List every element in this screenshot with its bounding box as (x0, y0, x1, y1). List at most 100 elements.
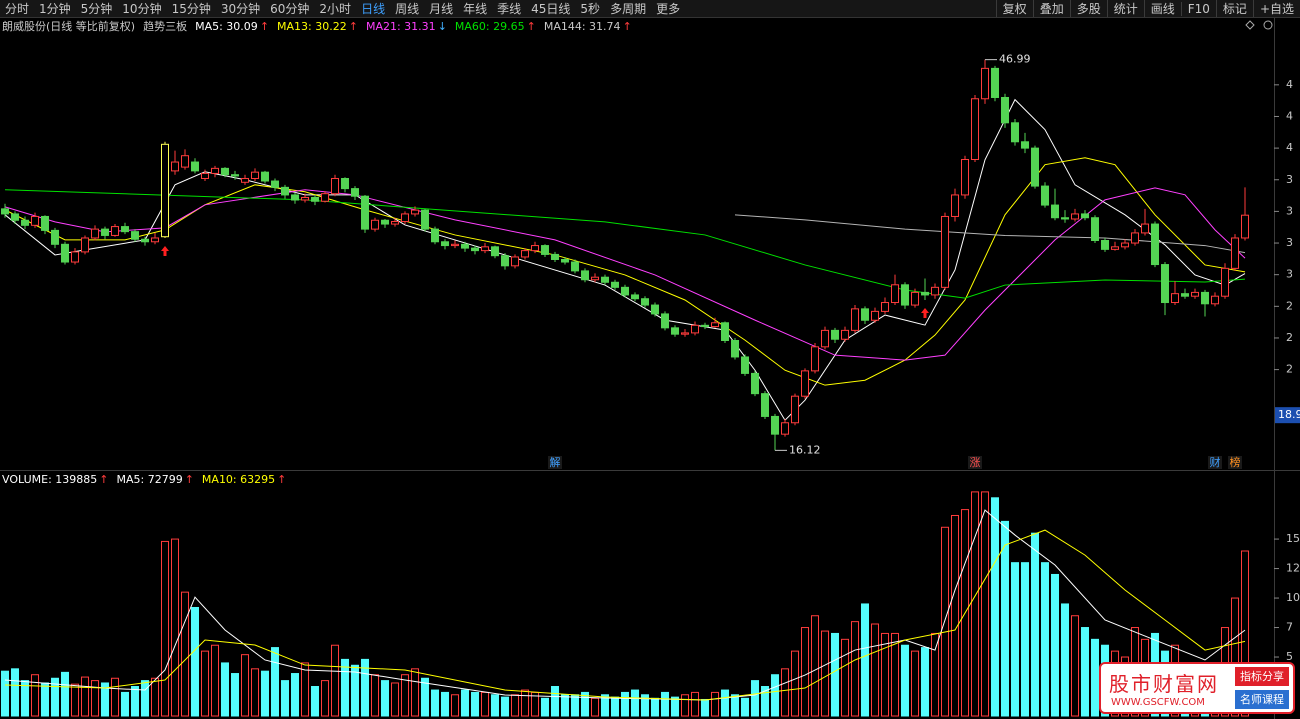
price-marker: 18.9 (1278, 408, 1300, 421)
price-legend: 朗威股份(日线 等比前复权) 趋势三板 MA5: 30.09 ↑ MA13: 30.… (2, 19, 640, 34)
volume-bar (761, 686, 769, 717)
period-tab[interactable]: 年线 (463, 2, 488, 16)
tool-button[interactable]: 叠加 (1032, 0, 1070, 17)
tool-button[interactable]: 标记 (1215, 0, 1253, 17)
period-tab[interactable]: 60分钟 (270, 2, 310, 16)
candle-body (631, 294, 639, 300)
volume-bar (501, 696, 509, 717)
period-tab[interactable]: 分时 (5, 2, 30, 16)
ma-line (734, 214, 1246, 254)
candle-body (271, 180, 279, 188)
volume-bar (571, 694, 579, 717)
event-marker: 财 (1210, 455, 1221, 469)
candle-body (951, 194, 959, 217)
period-tab[interactable]: 1分钟 (39, 2, 71, 16)
volume-bar (541, 697, 549, 717)
candle-body (141, 238, 149, 243)
volume-bar (431, 689, 439, 717)
tool-button[interactable]: 多股 (1069, 0, 1107, 17)
legend-arrow: ↑ (259, 19, 270, 33)
y-tick-label: 4 (1286, 141, 1293, 154)
y-tick-label: 12 (1286, 562, 1300, 575)
candle-body (531, 245, 539, 252)
toolbar: 分时 1分钟 5分钟 10分钟 15分钟 30分钟 60分钟 2小时 日线 周线 月线 年线 季线 45日… (0, 0, 1300, 18)
candle-body (641, 298, 649, 306)
candle-body (841, 329, 849, 340)
period-tab[interactable]: 30分钟 (220, 2, 261, 16)
candle-body (1081, 213, 1089, 219)
volume-bar (581, 691, 589, 717)
volume-bar (601, 694, 609, 717)
volume-bar (271, 647, 279, 717)
marker-box (968, 456, 982, 469)
y-tick-label: 2 (1286, 331, 1293, 344)
volume-bar (611, 696, 619, 717)
period-tab[interactable]: 45日线 (531, 2, 571, 16)
period-tab[interactable]: 5分钟 (80, 2, 113, 16)
tool-button[interactable]: 统计 (1106, 0, 1144, 17)
volume-bar (881, 632, 889, 717)
legend-arrow: ↑ (99, 472, 109, 486)
volume-bar (1091, 638, 1099, 717)
tool-button[interactable]: 复权 (995, 0, 1033, 17)
ma-line (4, 157, 1246, 386)
volume-bar (971, 491, 979, 717)
candle-body (391, 221, 399, 225)
volume-bar (1071, 615, 1079, 717)
y-tick-label: 2 (1286, 363, 1293, 376)
volume-bar (631, 689, 639, 717)
volume-bar (241, 654, 249, 717)
y-tick-label: 3 (1286, 236, 1293, 249)
period-tab[interactable]: 周线 (395, 2, 420, 16)
volume-bar (851, 621, 859, 717)
candle-body (1011, 122, 1019, 143)
candle-body (901, 284, 909, 306)
candle-body (1201, 291, 1209, 305)
period-tab[interactable]: 5秒 (580, 2, 601, 16)
candle-body (471, 247, 479, 252)
volume-bar (841, 638, 849, 717)
volume-bar (821, 630, 829, 717)
volume-bar (811, 615, 819, 717)
settings-icon[interactable] (1263, 20, 1273, 30)
volume-bar (1001, 520, 1009, 717)
candle-body (341, 177, 349, 190)
marker-box (548, 456, 562, 469)
candle-body (691, 324, 699, 334)
volume-bar (171, 538, 179, 717)
period-tab[interactable]: 10分钟 (122, 2, 162, 16)
volume-bar (101, 682, 109, 717)
diamond-icon[interactable] (1245, 20, 1255, 30)
candle-body (321, 193, 329, 202)
period-tab[interactable]: 季线 (497, 2, 522, 16)
candle-body (791, 395, 799, 424)
candle-body (1131, 232, 1139, 244)
candle-body (171, 161, 179, 172)
candle-body (1071, 213, 1079, 220)
tool-button[interactable]: F10 (1180, 1, 1216, 16)
period-tab[interactable]: 15分钟 (171, 2, 211, 16)
candle-body (371, 219, 379, 230)
stock-title: 朗威股份(日线 等比前复权) (2, 20, 136, 33)
period-tab[interactable]: 更多 (656, 2, 681, 16)
candle-body (261, 171, 269, 182)
volume-bar (161, 540, 169, 717)
candle-body (681, 332, 689, 335)
candle-body (591, 276, 599, 281)
volume-bar (351, 664, 359, 717)
legend-arrow: ↑ (184, 472, 194, 486)
period-tab[interactable]: 月线 (429, 2, 454, 16)
period-tab[interactable]: 多周期 (610, 2, 647, 16)
tool-button[interactable]: 画线 (1143, 0, 1181, 17)
candle-body (241, 177, 249, 183)
candle-body (41, 215, 49, 231)
candle-body (1221, 267, 1229, 297)
candle-body (1241, 214, 1249, 239)
period-tab[interactable]: 2小时 (319, 2, 352, 16)
period-tab[interactable]: 日线 (361, 2, 386, 16)
tool-button[interactable]: +自选 (1252, 0, 1300, 17)
watermark: 股市财富网 WWW.GSCFW.COM 指标分享 名师课程 (1099, 662, 1295, 714)
volume-bar (511, 694, 519, 717)
legend-arrow: ↑ (622, 19, 632, 33)
legend-arrow: ↓ (437, 19, 447, 33)
